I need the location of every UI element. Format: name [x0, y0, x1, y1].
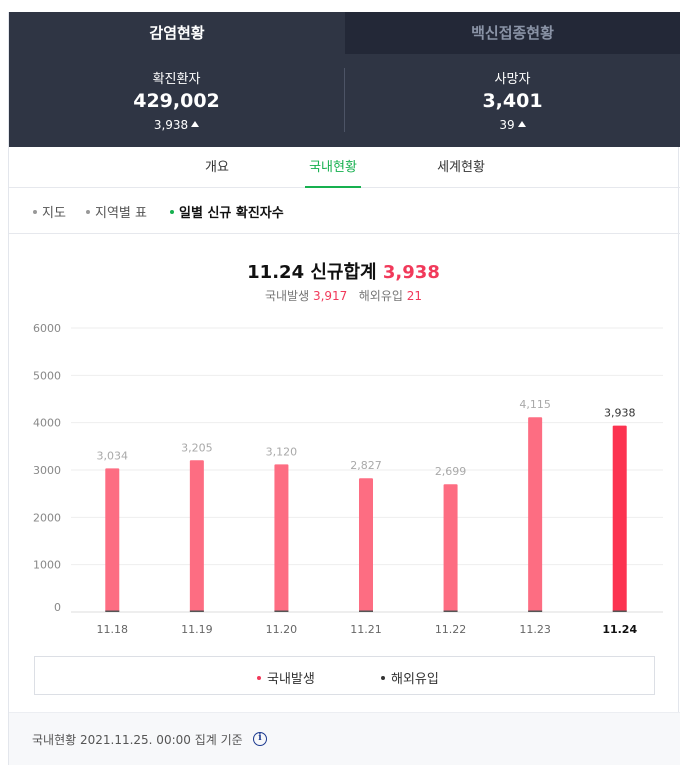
deaths-delta-value: 39	[499, 118, 515, 132]
chart-title: 11.24 신규합계 3,938	[9, 258, 678, 284]
data-label: 3,938	[604, 407, 636, 420]
bar-11.18	[105, 468, 120, 612]
data-label: 2,699	[435, 465, 467, 478]
filter-map-label: 지도	[42, 206, 66, 221]
filter-daily-new[interactable]: 일별 신규 확진자수	[170, 202, 284, 221]
stats-summary: 확진환자 429,002 3,938 사망자 3,401 39	[9, 54, 680, 147]
chart-title-label: 신규합계	[310, 262, 377, 283]
imported-label: 해외유입	[358, 289, 403, 303]
imported-value: 21	[406, 289, 423, 303]
data-label: 2,827	[350, 459, 382, 472]
info-icon[interactable]: i	[253, 732, 267, 746]
filter-daily-label: 일별 신규 확진자수	[179, 206, 284, 221]
confirmed-delta-value: 3,938	[153, 118, 189, 132]
deaths-value: 3,401	[482, 90, 543, 112]
tab-world[interactable]: 세계현황	[437, 160, 485, 175]
confirmed-label: 확진환자	[152, 72, 201, 87]
x-tick-label: 11.18	[97, 623, 129, 636]
tab-overview[interactable]: 개요	[205, 160, 229, 175]
bullet-dot	[33, 210, 37, 214]
bar-base-11.22	[443, 610, 458, 612]
data-label: 3,034	[97, 449, 129, 462]
sub-tab-bar: 개요 국내현황 세계현황	[9, 147, 680, 188]
data-label: 3,120	[266, 445, 298, 458]
data-label: 4,115	[519, 398, 551, 411]
x-tick-label: 11.20	[266, 623, 298, 636]
bar-base-11.20	[274, 610, 289, 612]
legend-dot-imported	[381, 676, 385, 680]
y-tick-label: 1000	[33, 559, 61, 572]
y-tick-label: 0	[54, 601, 61, 614]
bar-11.20	[274, 464, 289, 612]
bar-11.22	[443, 484, 458, 612]
y-tick-label: 4000	[33, 417, 61, 430]
bar-11.19	[189, 460, 204, 612]
bullet-dot	[86, 210, 90, 214]
legend-domestic[interactable]: 국내발생	[257, 668, 315, 687]
deaths-label: 사망자	[494, 72, 531, 87]
stat-divider	[344, 68, 345, 132]
confirmed-value: 429,002	[133, 90, 220, 112]
deaths-stat: 사망자 3,401 39	[345, 54, 680, 147]
x-tick-label: 11.21	[350, 623, 382, 636]
domestic-label: 국내발생	[264, 289, 310, 303]
up-arrow-icon	[517, 121, 526, 127]
bar-base-11.21	[359, 610, 373, 612]
domestic-value: 3,917	[312, 289, 348, 303]
bar-base-11.23	[528, 610, 543, 612]
footer: 국내현황 2021.11.25. 00:00 집계 기준 i	[9, 712, 680, 765]
legend-imported[interactable]: 해외유입	[381, 668, 439, 687]
y-tick-label: 2000	[33, 511, 61, 524]
filter-map[interactable]: 지도	[33, 202, 66, 221]
chart-title-total: 3,938	[382, 262, 440, 283]
x-tick-label: 11.19	[181, 623, 213, 636]
filter-row: 지도 지역별 표 일별 신규 확진자수	[9, 189, 680, 234]
deaths-delta: 39	[345, 118, 680, 132]
tab-infection-status[interactable]: 감염현황	[9, 12, 345, 54]
bar-11.23	[528, 417, 543, 612]
confirmed-stat: 확진환자 429,002 3,938	[9, 54, 344, 147]
legend-dot-domestic	[257, 676, 261, 680]
confirmed-delta: 3,938	[9, 118, 344, 132]
bar-base-11.24	[612, 610, 627, 612]
legend-domestic-label: 국내발생	[267, 672, 315, 687]
data-label: 3,205	[181, 441, 213, 454]
bar-base-11.19	[189, 610, 204, 612]
bar-base-11.18	[105, 610, 120, 612]
chart-title-date: 11.24	[247, 262, 305, 283]
tab-vaccination-status[interactable]: 백신접종현황	[345, 12, 680, 54]
bullet-dot	[170, 210, 174, 214]
chart-legend: 국내발생 해외유입	[34, 656, 655, 695]
legend-imported-label: 해외유입	[391, 672, 439, 687]
x-tick-label: 11.23	[519, 623, 551, 636]
chart-subtitle: 국내발생 3,917 해외유입 21	[9, 287, 678, 304]
x-tick-label: 11.24	[602, 623, 637, 636]
bar-11.21	[359, 478, 373, 612]
y-tick-label: 5000	[33, 369, 61, 382]
y-tick-label: 6000	[33, 322, 61, 335]
footer-basis-text: 국내현황 2021.11.25. 00:00 집계 기준	[32, 733, 243, 747]
x-tick-label: 11.22	[435, 623, 467, 636]
covid-status-panel: 감염현황 백신접종현황 확진환자 429,002 3,938 사망자 3,401…	[8, 12, 680, 765]
up-arrow-icon	[191, 121, 200, 127]
y-tick-label: 3000	[33, 464, 61, 477]
filter-region-label: 지역별 표	[95, 206, 147, 221]
filter-region-table[interactable]: 지역별 표	[86, 202, 147, 221]
tab-domestic[interactable]: 국내현황	[305, 147, 361, 188]
bar-11.24	[612, 425, 627, 612]
top-tab-bar: 감염현황 백신접종현황	[9, 12, 680, 54]
daily-cases-chart: 0 1000 2000 3000 4000 5000 6000 3,034 11.18 3,205…	[33, 322, 663, 636]
